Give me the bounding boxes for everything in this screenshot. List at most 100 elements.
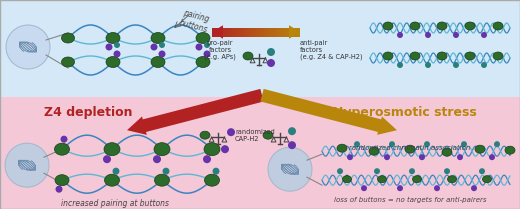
Ellipse shape (200, 131, 210, 139)
Circle shape (106, 43, 112, 51)
Ellipse shape (106, 33, 120, 43)
Bar (291, 28, 293, 37)
Bar (223, 28, 225, 37)
Bar (250, 28, 252, 37)
Ellipse shape (465, 22, 475, 30)
Ellipse shape (263, 131, 273, 139)
Bar (263, 28, 265, 37)
Bar (295, 28, 298, 37)
Bar (276, 28, 278, 37)
Ellipse shape (383, 52, 393, 60)
Circle shape (397, 62, 403, 68)
Circle shape (6, 25, 50, 69)
Bar (247, 28, 250, 37)
Text: pairing
buttons: pairing buttons (178, 8, 212, 34)
Text: Hyperosmotic stress: Hyperosmotic stress (333, 106, 477, 119)
Circle shape (288, 127, 296, 135)
Circle shape (114, 42, 120, 48)
Ellipse shape (410, 52, 420, 60)
Ellipse shape (465, 52, 475, 60)
Text: pro-pair
factors
(e.g. APs): pro-pair factors (e.g. APs) (204, 40, 236, 60)
Bar (265, 28, 267, 37)
Ellipse shape (204, 143, 220, 156)
Circle shape (354, 141, 360, 147)
Circle shape (384, 154, 390, 160)
Ellipse shape (442, 148, 452, 156)
Ellipse shape (204, 174, 219, 186)
FancyArrow shape (261, 89, 397, 135)
Ellipse shape (383, 22, 393, 30)
Circle shape (425, 32, 431, 38)
Circle shape (397, 185, 403, 191)
Bar (227, 28, 230, 37)
Ellipse shape (196, 33, 210, 43)
Text: loss of buttons = no targets for anti-pairers: loss of buttons = no targets for anti-pa… (334, 197, 486, 203)
Circle shape (479, 168, 485, 174)
Bar (234, 28, 236, 37)
Circle shape (453, 32, 459, 38)
Circle shape (267, 48, 275, 56)
Ellipse shape (154, 143, 170, 156)
Ellipse shape (448, 176, 457, 183)
Ellipse shape (151, 56, 165, 68)
Text: increased pairing at buttons: increased pairing at buttons (61, 199, 169, 208)
Circle shape (389, 141, 395, 147)
Bar (216, 28, 218, 37)
Circle shape (159, 51, 165, 57)
Circle shape (489, 154, 495, 160)
Circle shape (103, 155, 111, 163)
Bar (214, 28, 216, 37)
Circle shape (5, 143, 49, 187)
Circle shape (203, 51, 211, 57)
Bar (221, 28, 223, 37)
Ellipse shape (337, 144, 347, 152)
Bar (254, 28, 256, 37)
Circle shape (494, 141, 500, 147)
Ellipse shape (483, 176, 491, 183)
Ellipse shape (405, 145, 415, 153)
Bar (230, 28, 232, 37)
Ellipse shape (55, 175, 69, 186)
Circle shape (204, 42, 210, 48)
Bar (256, 28, 258, 37)
Circle shape (56, 186, 62, 193)
Ellipse shape (378, 176, 386, 183)
Text: randomized
CAP-H2: randomized CAP-H2 (235, 129, 275, 142)
Circle shape (374, 168, 380, 174)
Bar (298, 28, 300, 37)
Bar (225, 28, 227, 37)
Ellipse shape (493, 52, 503, 60)
Bar (0, 0, 520, 97)
Circle shape (409, 168, 415, 174)
Ellipse shape (369, 147, 379, 155)
Circle shape (453, 62, 459, 68)
Text: randomized chromatin association: randomized chromatin association (349, 145, 471, 151)
Circle shape (153, 155, 161, 163)
Circle shape (461, 141, 467, 147)
Circle shape (150, 43, 158, 51)
Circle shape (434, 185, 440, 191)
Bar (271, 28, 274, 37)
Bar (212, 28, 214, 37)
Ellipse shape (55, 143, 70, 155)
Circle shape (162, 168, 170, 175)
Bar (252, 28, 254, 37)
Bar (274, 28, 276, 37)
Bar (289, 28, 291, 37)
Bar (269, 28, 271, 37)
Circle shape (457, 154, 463, 160)
Text: Z4 depletion: Z4 depletion (44, 106, 132, 119)
Circle shape (481, 32, 487, 38)
Ellipse shape (105, 174, 120, 186)
Circle shape (112, 168, 120, 175)
Circle shape (213, 168, 219, 175)
Circle shape (60, 136, 68, 143)
Circle shape (267, 59, 275, 67)
Circle shape (361, 185, 367, 191)
Circle shape (203, 155, 211, 163)
Bar (284, 28, 287, 37)
Ellipse shape (412, 176, 422, 183)
Bar (218, 28, 221, 37)
FancyArrow shape (289, 25, 300, 39)
Circle shape (419, 154, 425, 160)
